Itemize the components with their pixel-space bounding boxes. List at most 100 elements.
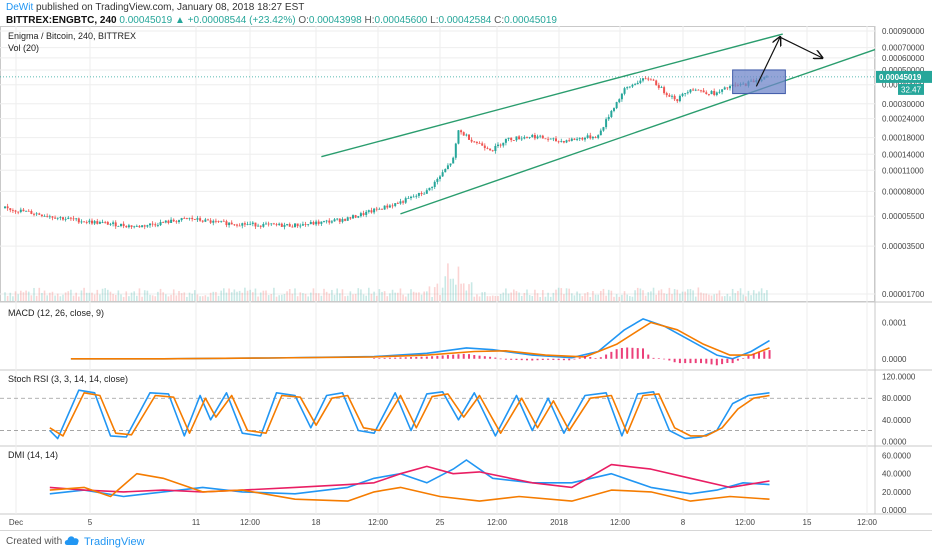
volume-bar <box>230 292 233 301</box>
macd-histogram-bar <box>752 353 755 359</box>
candle-body <box>164 220 167 223</box>
candle-body <box>399 201 402 204</box>
volume-bar <box>610 290 613 301</box>
candle-body <box>151 223 154 225</box>
volume-bar <box>46 295 48 301</box>
volume-bar <box>151 295 154 301</box>
volume-bar <box>104 288 106 301</box>
stoch-rsi-k-line <box>49 389 770 440</box>
candle-body <box>705 92 708 94</box>
candle-body <box>106 222 109 225</box>
drawings[interactable] <box>321 33 876 215</box>
volume-bar <box>399 288 402 301</box>
candle-body <box>156 225 159 226</box>
candle-body <box>602 127 605 131</box>
candle-body <box>185 218 188 219</box>
volume-bar <box>331 289 333 301</box>
candle-body <box>346 217 349 221</box>
volume-bar <box>518 292 520 301</box>
channel-lower-line <box>400 48 876 215</box>
candle-body <box>251 222 254 224</box>
low-label: L: <box>430 15 439 26</box>
macd-histogram-bar <box>726 358 729 363</box>
candle-body <box>141 225 144 228</box>
dmi-tick-label: 0.0000 <box>882 506 907 515</box>
author-link[interactable]: DeWit <box>6 2 34 13</box>
macd-histogram-bar <box>684 358 687 364</box>
time-tick-label: 5 <box>88 518 93 527</box>
volume-bar <box>278 295 280 301</box>
dmi-di--line <box>49 459 770 498</box>
volume-bar <box>710 295 713 301</box>
candle-body <box>570 138 573 141</box>
macd-histogram-bar <box>584 355 586 359</box>
volume-bar <box>122 296 125 301</box>
volume-bar <box>4 292 6 301</box>
tradingview-brand-link[interactable]: TradingView <box>84 536 145 548</box>
macd-histogram-bar <box>399 357 402 359</box>
volume-tag-text: 32.47 <box>901 85 922 94</box>
macd-histogram-bar <box>557 358 560 361</box>
volume-bar <box>528 295 531 301</box>
candle-body <box>175 221 178 223</box>
macd-histogram-bar <box>673 358 676 363</box>
candle-body <box>51 216 54 218</box>
macd-histogram-bar <box>715 358 718 366</box>
candle-body <box>526 137 528 138</box>
candle-body <box>586 135 589 138</box>
candle-body <box>497 144 499 146</box>
volume-bar <box>404 296 407 301</box>
volume-bar <box>629 296 631 301</box>
dmi-adx-line <box>49 472 770 502</box>
volume-bar <box>357 288 360 301</box>
volume-bar <box>668 287 671 301</box>
candle-body <box>56 217 59 219</box>
macd-histogram-bar <box>378 358 381 359</box>
volume-bar <box>196 294 199 301</box>
macd-histogram-bar <box>420 356 423 359</box>
candle-body <box>396 203 399 204</box>
up-arrow <box>755 37 780 87</box>
candle-body <box>626 87 629 89</box>
candle-body <box>655 80 658 86</box>
candle-body <box>555 138 557 142</box>
volume-bar <box>592 291 594 301</box>
candle-body <box>4 206 6 209</box>
candle-body <box>48 216 51 218</box>
macd-histogram-bar <box>689 358 692 364</box>
symbol-label[interactable]: BITTREX:ENGBTC, 240 <box>6 15 117 26</box>
candle-body <box>17 211 20 213</box>
volume-bar <box>549 296 552 301</box>
volume-bar <box>455 284 457 301</box>
volume-bar <box>613 296 615 301</box>
candle-body <box>684 93 687 94</box>
candle-body <box>439 176 441 179</box>
macd-histogram-bar <box>694 358 697 364</box>
price-change: +0.00008544 (+23.42%) <box>187 15 296 26</box>
price-tick-label: 0.00008000 <box>882 187 925 196</box>
candle-body <box>11 210 14 211</box>
candle-body <box>159 222 162 226</box>
macd-histogram-bar <box>510 358 513 360</box>
candle-body <box>649 79 652 81</box>
volume-bar <box>681 291 684 301</box>
macd-histogram-bar <box>410 357 412 359</box>
volume-bar <box>162 292 164 301</box>
candle-body <box>449 163 452 166</box>
volume-bar <box>281 294 283 301</box>
candle-body <box>233 224 236 226</box>
volume-bar <box>17 294 19 301</box>
volume-bar <box>702 293 705 301</box>
volume-bar <box>552 292 555 301</box>
candle-body <box>267 223 270 225</box>
candle-body <box>120 223 122 226</box>
candle-body <box>700 90 702 92</box>
macd-histogram-bar <box>647 354 650 359</box>
volume-bar <box>447 263 449 301</box>
volume-bar <box>555 289 557 301</box>
volume-bar <box>478 296 481 301</box>
volume-bar <box>22 292 25 301</box>
volume-bar <box>576 291 578 301</box>
macd-histogram-bar <box>431 356 434 359</box>
